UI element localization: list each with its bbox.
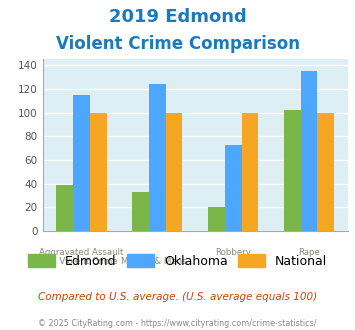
Text: All Violent Crime: All Violent Crime <box>46 257 117 266</box>
Bar <box>317 113 334 231</box>
Bar <box>208 207 225 231</box>
Bar <box>241 113 258 231</box>
Text: Violent Crime Comparison: Violent Crime Comparison <box>55 35 300 53</box>
Text: Compared to U.S. average. (U.S. average equals 100): Compared to U.S. average. (U.S. average … <box>38 292 317 302</box>
Bar <box>284 110 301 231</box>
Bar <box>301 71 317 231</box>
Bar <box>132 192 149 231</box>
Bar <box>225 145 241 231</box>
Bar <box>56 185 73 231</box>
Text: Rape: Rape <box>298 248 320 256</box>
Text: Robbery: Robbery <box>215 248 251 256</box>
Text: Aggravated Assault: Aggravated Assault <box>39 248 124 256</box>
Bar <box>166 113 182 231</box>
Legend: Edmond, Oklahoma, National: Edmond, Oklahoma, National <box>22 249 333 273</box>
Text: 2019 Edmond: 2019 Edmond <box>109 8 246 26</box>
Bar <box>73 95 90 231</box>
Bar <box>149 84 166 231</box>
Text: © 2025 CityRating.com - https://www.cityrating.com/crime-statistics/: © 2025 CityRating.com - https://www.city… <box>38 319 317 328</box>
Bar <box>90 113 106 231</box>
Text: Murder & Mans...: Murder & Mans... <box>121 257 194 266</box>
